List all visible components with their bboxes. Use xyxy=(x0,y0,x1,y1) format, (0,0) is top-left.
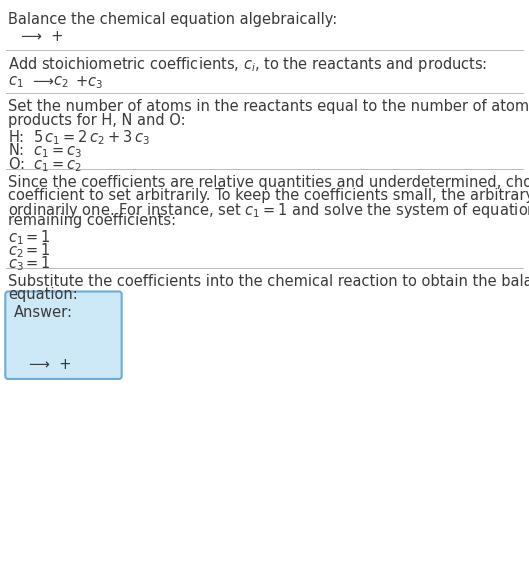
Text: +$c_3$: +$c_3$ xyxy=(71,75,104,92)
Text: O:  $c_1 = c_2$: O: $c_1 = c_2$ xyxy=(8,155,82,174)
Text: ordinarily one. For instance, set $c_1 = 1$ and solve the system of equations fo: ordinarily one. For instance, set $c_1 =… xyxy=(8,201,529,220)
Text: equation:: equation: xyxy=(8,287,78,302)
Text: products for H, N and O:: products for H, N and O: xyxy=(8,113,186,128)
Text: $c_1 = 1$: $c_1 = 1$ xyxy=(8,229,51,247)
Text: ⟶  +: ⟶ + xyxy=(21,29,63,44)
Text: ⟶: ⟶ xyxy=(32,75,53,90)
Text: coefficient to set arbitrarily. To keep the coefficients small, the arbitrary va: coefficient to set arbitrarily. To keep … xyxy=(8,188,529,203)
Text: H:  $5\,c_1 = 2\,c_2 + 3\,c_3$: H: $5\,c_1 = 2\,c_2 + 3\,c_3$ xyxy=(8,128,150,147)
Text: $c_2 = 1$: $c_2 = 1$ xyxy=(8,241,51,260)
Text: $c_1$: $c_1$ xyxy=(8,75,23,90)
Text: remaining coefficients:: remaining coefficients: xyxy=(8,213,176,229)
Text: N:  $c_1 = c_3$: N: $c_1 = c_3$ xyxy=(8,142,81,160)
Text: Balance the chemical equation algebraically:: Balance the chemical equation algebraica… xyxy=(8,12,337,27)
Text: Since the coefficients are relative quantities and underdetermined, choose a: Since the coefficients are relative quan… xyxy=(8,175,529,190)
Text: Set the number of atoms in the reactants equal to the number of atoms in the: Set the number of atoms in the reactants… xyxy=(8,99,529,114)
Text: $c_2$: $c_2$ xyxy=(53,75,68,90)
Text: Substitute the coefficients into the chemical reaction to obtain the balanced: Substitute the coefficients into the che… xyxy=(8,274,529,289)
Text: $c_3 = 1$: $c_3 = 1$ xyxy=(8,254,51,273)
Text: Answer:: Answer: xyxy=(14,305,74,320)
Text: ⟶  +: ⟶ + xyxy=(29,357,71,373)
Text: Add stoichiometric coefficients, $c_i$, to the reactants and products:: Add stoichiometric coefficients, $c_i$, … xyxy=(8,55,487,75)
FancyBboxPatch shape xyxy=(5,292,122,379)
